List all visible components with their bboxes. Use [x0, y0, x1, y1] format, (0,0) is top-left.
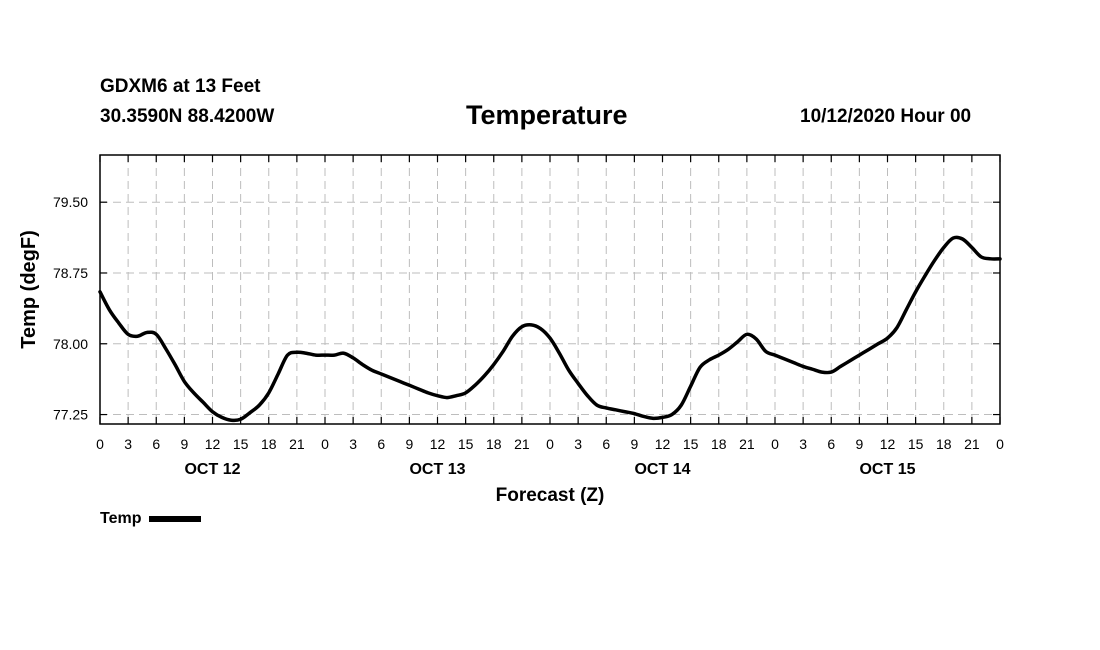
y-tick-label: 78.75 — [53, 265, 88, 281]
x-tick-label: 12 — [655, 436, 671, 452]
x-tick-label: 21 — [289, 436, 305, 452]
x-tick-label: 9 — [180, 436, 188, 452]
x-axis-label: Forecast (Z) — [496, 485, 605, 506]
day-label: OCT 12 — [184, 461, 240, 478]
x-tick-label: 0 — [546, 436, 554, 452]
y-axis-label: Temp (degF) — [18, 230, 40, 349]
station-label: GDXM6 at 13 Feet — [100, 76, 261, 97]
x-tick-label: 3 — [574, 436, 582, 452]
x-tick-label: 15 — [458, 436, 474, 452]
y-tick-label: 77.25 — [53, 407, 88, 423]
day-label: OCT 13 — [409, 461, 465, 478]
day-label: OCT 15 — [859, 461, 915, 478]
x-tick-label: 12 — [880, 436, 896, 452]
x-tick-label: 3 — [799, 436, 807, 452]
chart-title: Temperature — [466, 100, 628, 130]
x-tick-label: 15 — [233, 436, 249, 452]
coordinates-label: 30.3590N 88.4200W — [100, 106, 275, 127]
x-tick-label: 18 — [486, 436, 502, 452]
x-tick-label: 15 — [908, 436, 924, 452]
x-tick-label: 0 — [321, 436, 329, 452]
grid-layer — [100, 155, 1000, 424]
x-tick-label: 18 — [711, 436, 727, 452]
ticks-layer: 0 3 6 9 12 15 18 21 0 3 6 9 12 15 18 21 0 3 6 9 12 15 18 21 0 3 6 9… — [53, 155, 1004, 478]
x-tick-label: 9 — [855, 436, 863, 452]
x-tick-label: 3 — [349, 436, 357, 452]
x-tick-label: 0 — [96, 436, 104, 452]
y-tick-label: 78.00 — [53, 336, 88, 352]
x-tick-label: 21 — [514, 436, 530, 452]
forecast-datetime: 10/12/2020 Hour 00 — [800, 106, 972, 127]
x-tick-label: 12 — [430, 436, 446, 452]
y-tick-label: 79.50 — [53, 194, 88, 210]
x-tick-label: 9 — [630, 436, 638, 452]
x-tick-label: 18 — [936, 436, 952, 452]
x-tick-label: 0 — [771, 436, 779, 452]
day-label: OCT 14 — [634, 461, 690, 478]
x-tick-label: 6 — [377, 436, 385, 452]
legend: Temp — [100, 510, 202, 528]
x-tick-label: 21 — [739, 436, 755, 452]
x-tick-label: 15 — [683, 436, 699, 452]
x-tick-label: 18 — [261, 436, 277, 452]
x-tick-label: 12 — [205, 436, 221, 452]
legend-swatch — [149, 516, 202, 522]
series-layer — [98, 235, 1002, 423]
legend-label: Temp — [100, 510, 142, 527]
temp-series-line — [98, 235, 1002, 423]
x-tick-label: 6 — [152, 436, 160, 452]
x-tick-label: 0 — [996, 436, 1004, 452]
x-tick-label: 9 — [405, 436, 413, 452]
x-tick-label: 3 — [124, 436, 132, 452]
x-tick-label: 21 — [964, 436, 980, 452]
x-tick-label: 6 — [827, 436, 835, 452]
x-tick-label: 6 — [602, 436, 610, 452]
